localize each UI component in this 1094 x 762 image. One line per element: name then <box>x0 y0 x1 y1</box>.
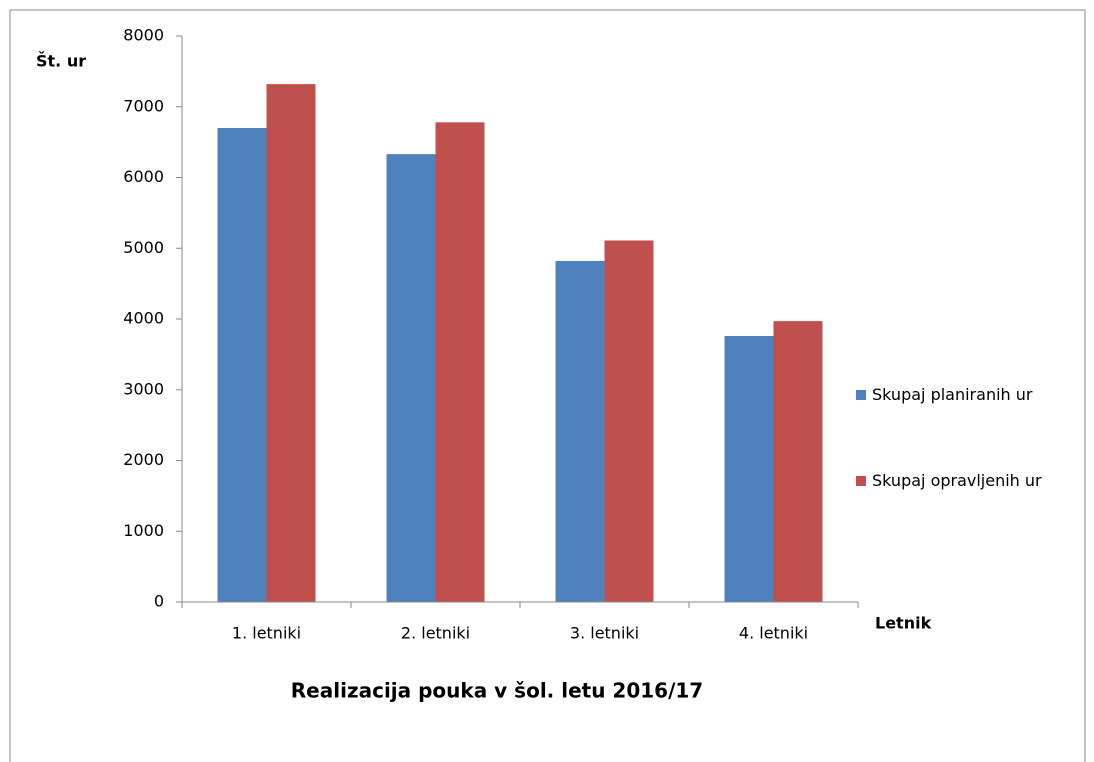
x-tick-label: 1. letniki <box>232 624 301 643</box>
y-tick-label: 6000 <box>123 167 164 186</box>
x-tick-label: 3. letniki <box>570 624 639 643</box>
y-tick-label: 4000 <box>123 309 164 328</box>
legend-swatch <box>856 476 866 486</box>
y-tick-label: 5000 <box>123 238 164 257</box>
x-tick-label: 4. letniki <box>739 624 808 643</box>
x-tick-label: 2. letniki <box>401 624 470 643</box>
bar <box>217 127 267 602</box>
bar <box>386 154 436 602</box>
legend-item: Skupaj opravljenih ur <box>856 469 1046 493</box>
bar <box>435 122 485 602</box>
y-tick-label: 3000 <box>123 379 164 398</box>
y-tick-label: 8000 <box>123 26 164 45</box>
y-tick-label: 2000 <box>123 450 164 469</box>
bar <box>555 260 605 602</box>
y-axis-label: Št. ur <box>36 52 86 71</box>
y-tick-label: 0 <box>154 592 164 611</box>
bar <box>604 240 654 602</box>
chart-title: Realizacija pouka v šol. letu 2016/17 <box>291 679 703 703</box>
bar <box>724 335 774 602</box>
y-tick-label: 1000 <box>123 521 164 540</box>
y-tick-label: 7000 <box>123 96 164 115</box>
legend-label: Skupaj planiranih ur <box>872 385 1033 404</box>
bar <box>773 321 823 602</box>
legend-swatch <box>856 390 866 400</box>
legend-label: Skupaj opravljenih ur <box>872 471 1042 490</box>
x-axis-label: Letnik <box>875 614 932 633</box>
chart-border <box>9 9 1086 762</box>
bar <box>266 84 316 603</box>
legend-item: Skupaj planiranih ur <box>856 383 1046 407</box>
